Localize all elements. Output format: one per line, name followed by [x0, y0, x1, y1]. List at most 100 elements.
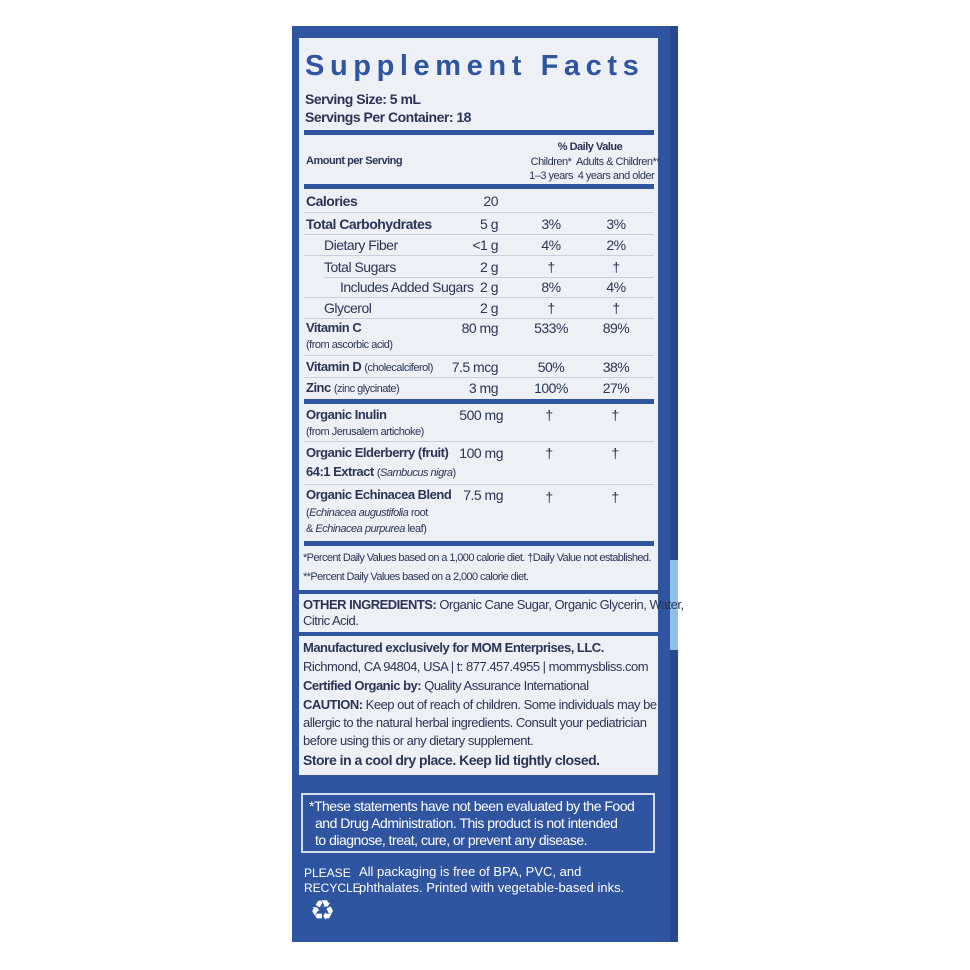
- row-divider: [304, 234, 654, 235]
- dv-adults: 4%: [606, 279, 626, 295]
- fda-disclaimer-box: [301, 793, 655, 853]
- nutrient-name: Glycerol: [324, 300, 372, 316]
- nutrient-source: (zinc glycinate): [333, 383, 400, 395]
- footnote-1000-calorie: *Percent Daily Values based on a 1,000 c…: [303, 552, 651, 564]
- row-divider: [304, 212, 654, 213]
- box-side-highlight: [670, 560, 678, 650]
- row-divider: [304, 377, 654, 378]
- dv-adults: †: [612, 300, 620, 316]
- nutrient-source-part: leaf: [407, 523, 424, 535]
- row-divider: [304, 484, 654, 485]
- nutrient-source: Echinacea augustifolia: [309, 507, 409, 519]
- nutrient-source: Sambucus nigra: [380, 467, 453, 479]
- dv-children: 533%: [534, 320, 568, 336]
- header-dv: % Daily Value: [557, 141, 623, 153]
- other-ingredients-cont: Citric Acid.: [303, 613, 359, 628]
- nutrient-name: Total Sugars: [324, 259, 396, 275]
- nutrient-name: Includes Added Sugars: [340, 279, 474, 295]
- nutrient-amount: 100 mg: [459, 445, 503, 461]
- caution-text: Keep out of reach of children. Some indi…: [365, 697, 657, 712]
- divider: [304, 130, 654, 135]
- dv-children: 3%: [541, 216, 561, 232]
- row-divider: [304, 255, 654, 256]
- divider: [304, 184, 654, 189]
- row-divider: [304, 297, 654, 298]
- caution-text-2: allergic to the natural herbal ingredien…: [303, 715, 647, 730]
- nutrient-amount: 2 g: [480, 279, 498, 295]
- nutrient-name: Calories: [306, 193, 358, 209]
- address: Richmond, CA 94804, USA | t: 877.457.495…: [303, 659, 649, 674]
- nutrient-source-part: root: [410, 507, 428, 519]
- nutrient-source: Echinacea purpurea: [315, 523, 405, 535]
- nutrient-amount: 3 mg: [468, 380, 499, 396]
- nutrient-amount: 80 mg: [461, 320, 499, 336]
- nutrient-amount: 20: [483, 193, 498, 209]
- recycle-label: PLEASE: [304, 866, 351, 880]
- divider: [304, 399, 654, 404]
- manufacturer: Manufactured exclusively for MOM Enterpr…: [303, 640, 604, 655]
- nutrient-source: (from ascorbic acid): [306, 339, 393, 351]
- nutrient-source: (cholecalciferol): [364, 362, 433, 374]
- dv-children: †: [545, 445, 553, 461]
- dv-children: 50%: [537, 359, 565, 375]
- certified-label: Certified Organic by:: [303, 678, 422, 693]
- row-divider: [324, 277, 654, 278]
- dv-children: 100%: [534, 380, 568, 396]
- fda-disclaimer-line: and Drug Administration. This product is…: [315, 815, 618, 831]
- page-title: Supplement Facts: [305, 50, 645, 82]
- dv-children: †: [547, 300, 555, 316]
- dv-children: †: [547, 259, 555, 275]
- row-divider: [304, 441, 654, 442]
- nutrient-amount: 7.5 mcg: [451, 359, 499, 375]
- nutrient-name: Zinc: [306, 380, 331, 395]
- header-amount: Amount per Serving: [306, 155, 403, 167]
- nutrient-source: (from Jerusalem artichoke): [306, 426, 424, 438]
- serving-size: Serving Size: 5 mL: [305, 91, 421, 107]
- other-ingredients: Organic Cane Sugar, Organic Glycerin, Wa…: [439, 597, 684, 612]
- nutrient-amount: 7.5 mg: [463, 487, 503, 503]
- dv-adults: 27%: [602, 380, 630, 396]
- dv-adults: 38%: [602, 359, 630, 375]
- nutrient-name: Vitamin C: [306, 320, 362, 335]
- caution-text-3: before using this or any dietary supplem…: [303, 733, 534, 748]
- packaging-note: All packaging is free of BPA, PVC, and: [359, 864, 582, 879]
- dv-adults: 89%: [602, 320, 630, 336]
- nutrient-amount: 2 g: [480, 259, 498, 275]
- dv-children: 4%: [541, 237, 561, 253]
- dv-children: †: [545, 489, 553, 505]
- fda-disclaimer-line: to diagnose, treat, cure, or prevent any…: [315, 832, 588, 848]
- certifier: Quality Assurance International: [424, 678, 589, 693]
- recycle-icon: ♻: [310, 895, 335, 926]
- nutrient-amount: 500 mg: [459, 407, 503, 423]
- dv-adults: 2%: [606, 237, 626, 253]
- dv-children: †: [545, 407, 553, 423]
- dv-adults: †: [612, 259, 620, 275]
- nutrient-amount: <1 g: [472, 237, 498, 253]
- nutrient-name: Organic Elderberry (fruit): [306, 445, 449, 460]
- header-adults: Adults & Children**: [576, 156, 661, 168]
- nutrient-name: Dietary Fiber: [324, 237, 398, 253]
- fda-disclaimer-line: *These statements have not been evaluate…: [309, 798, 635, 814]
- nutrient-name: Total Carbohydrates: [306, 216, 432, 232]
- dv-adults: †: [611, 445, 619, 461]
- storage-instructions: Store in a cool dry place. Keep lid tigh…: [303, 752, 600, 768]
- header-children-age: 1–3 years: [529, 170, 573, 182]
- box-side-edge: [670, 26, 678, 942]
- other-ingredients-panel: [299, 594, 658, 632]
- footnote-2000-calorie: **Percent Daily Values based on a 2,000 …: [303, 571, 529, 583]
- dv-children: 8%: [541, 279, 561, 295]
- divider: [304, 541, 654, 546]
- header-children: Children*: [530, 156, 572, 168]
- nutrient-name: Organic Inulin: [306, 407, 387, 422]
- packaging-note: phthalates. Printed with vegetable-based…: [359, 880, 625, 895]
- dv-adults: †: [611, 489, 619, 505]
- row-divider: [304, 318, 654, 319]
- nutrient-name: Organic Echinacea Blend: [306, 487, 452, 502]
- caution-label: CAUTION:: [303, 697, 363, 712]
- nutrient-amount: 2 g: [480, 300, 498, 316]
- nutrient-amount: 5 g: [480, 216, 498, 232]
- recycle-label: RECYCLE: [304, 881, 361, 895]
- nutrient-name-line2: 64:1 Extract: [306, 464, 374, 479]
- other-ingredients-label: OTHER INGREDIENTS:: [303, 597, 437, 612]
- row-divider: [304, 355, 654, 356]
